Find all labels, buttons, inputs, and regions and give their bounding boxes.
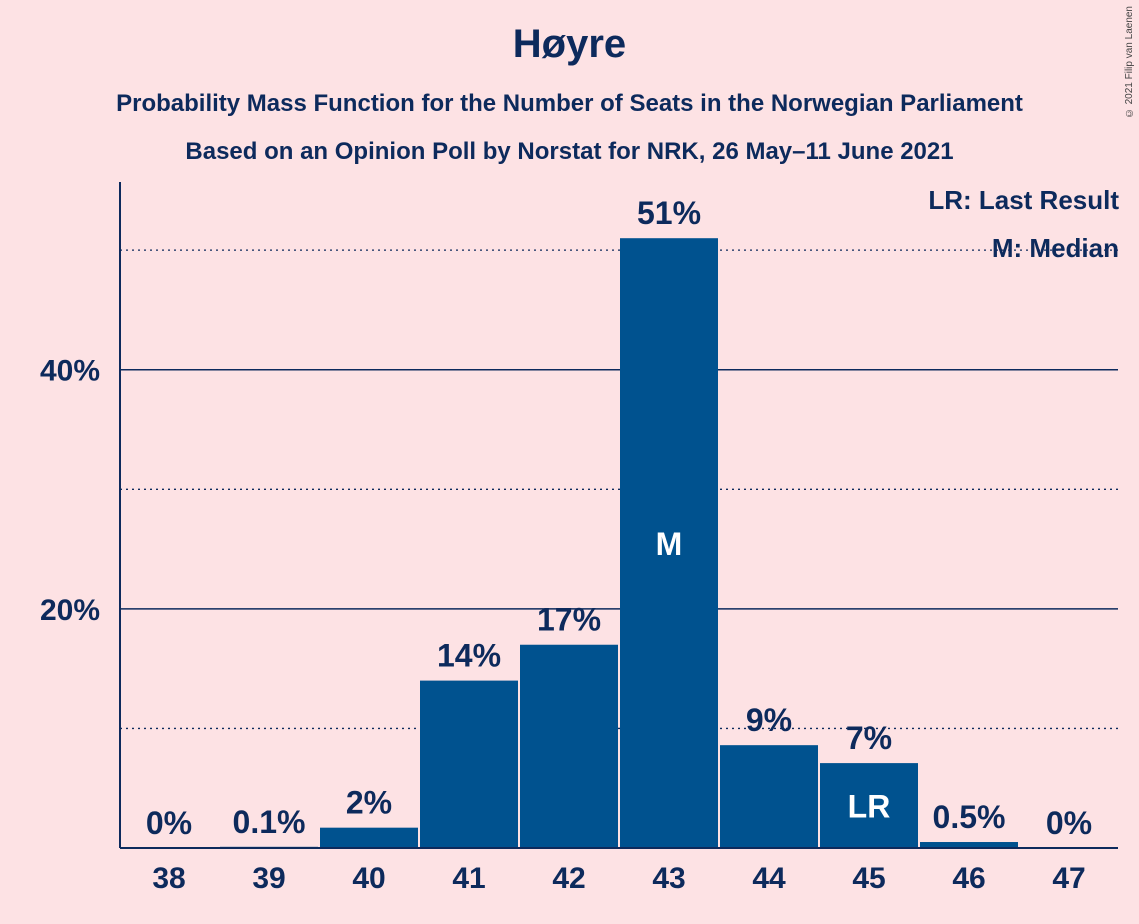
bar-value-label: 0% xyxy=(1046,805,1092,841)
bar-value-label: 0.1% xyxy=(233,804,306,840)
legend-last-result: LR: Last Result xyxy=(928,185,1119,215)
y-tick-label: 40% xyxy=(40,355,100,388)
bar-value-label: 9% xyxy=(746,702,792,738)
x-tick-label: 46 xyxy=(952,862,985,895)
x-tick-label: 42 xyxy=(552,862,585,895)
bar xyxy=(520,644,618,848)
x-tick-label: 45 xyxy=(852,862,885,895)
bar-value-label: 0.5% xyxy=(933,799,1006,835)
bar-value-label: 0% xyxy=(146,805,192,841)
x-tick-label: 47 xyxy=(1052,862,1085,895)
bar xyxy=(320,827,418,848)
x-tick-label: 39 xyxy=(252,862,285,895)
bar-value-label: 14% xyxy=(437,638,501,674)
legend-median: M: Median xyxy=(991,233,1119,263)
bar xyxy=(620,238,718,848)
bar-value-label: 7% xyxy=(846,720,892,756)
bar xyxy=(920,842,1018,848)
bar xyxy=(720,745,818,848)
x-tick-label: 38 xyxy=(152,862,185,895)
x-tick-label: 40 xyxy=(352,862,385,895)
bar-value-label: 51% xyxy=(637,195,701,231)
x-tick-label: 44 xyxy=(752,862,786,895)
bar-value-label: 17% xyxy=(537,602,601,638)
median-marker: M xyxy=(656,526,683,562)
bar xyxy=(820,763,918,848)
chart-title: Høyre xyxy=(512,22,627,66)
chart-subtitle-source: Based on an Opinion Poll by Norstat for … xyxy=(185,138,954,165)
last-result-marker: LR xyxy=(848,789,891,825)
x-tick-label: 43 xyxy=(652,862,685,895)
chart-subtitle: Probability Mass Function for the Number… xyxy=(116,90,1023,117)
x-tick-label: 41 xyxy=(452,862,485,895)
y-tick-label: 20% xyxy=(40,594,100,627)
bar-value-label: 2% xyxy=(346,785,392,821)
bar xyxy=(420,680,518,848)
